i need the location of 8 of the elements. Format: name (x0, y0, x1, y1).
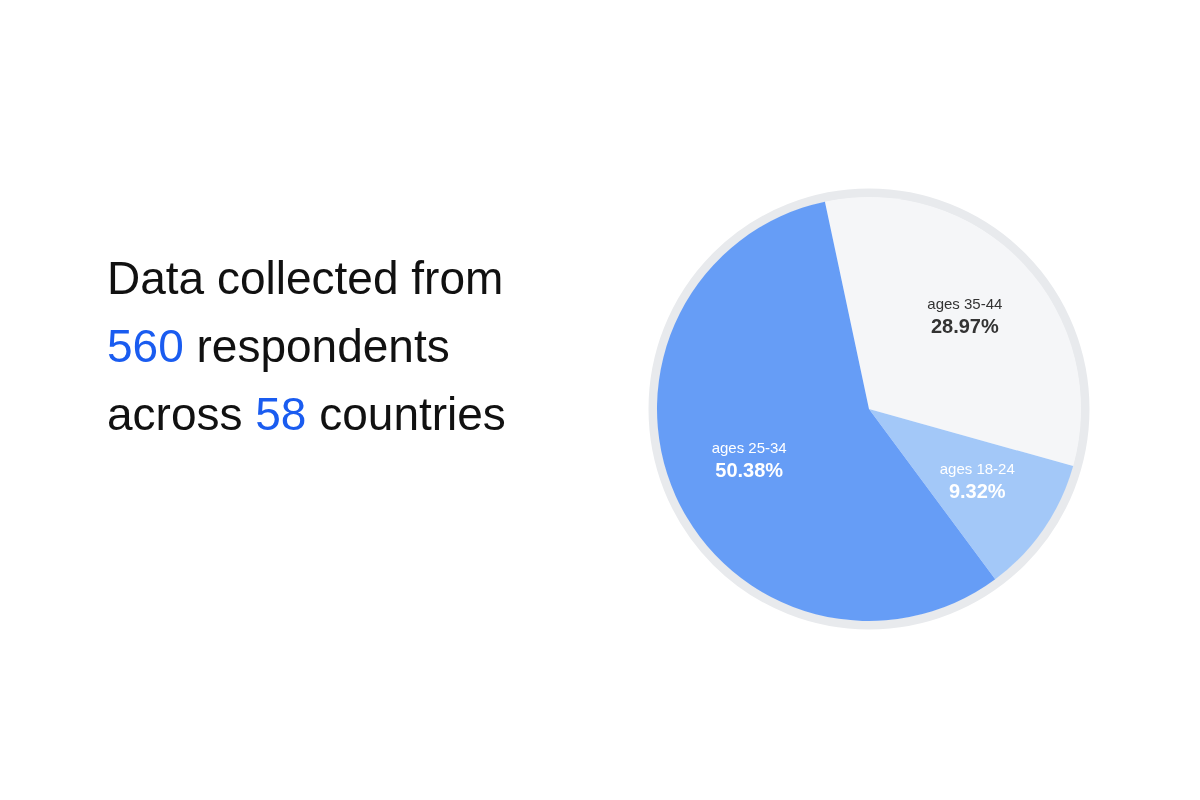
data-label: 28.97% (930, 315, 999, 338)
slice-label: ages 35-44 (927, 295, 1003, 313)
data-label: 9.32% (948, 479, 1006, 502)
slice-label: ages 25-34 (711, 439, 787, 457)
slice-label: ages 18-24 (939, 459, 1015, 477)
data-label: 50.38% (715, 459, 784, 482)
pie-slice (869, 409, 1074, 580)
text: Data collected from 560 respondents across 58 countries (107, 252, 506, 440)
